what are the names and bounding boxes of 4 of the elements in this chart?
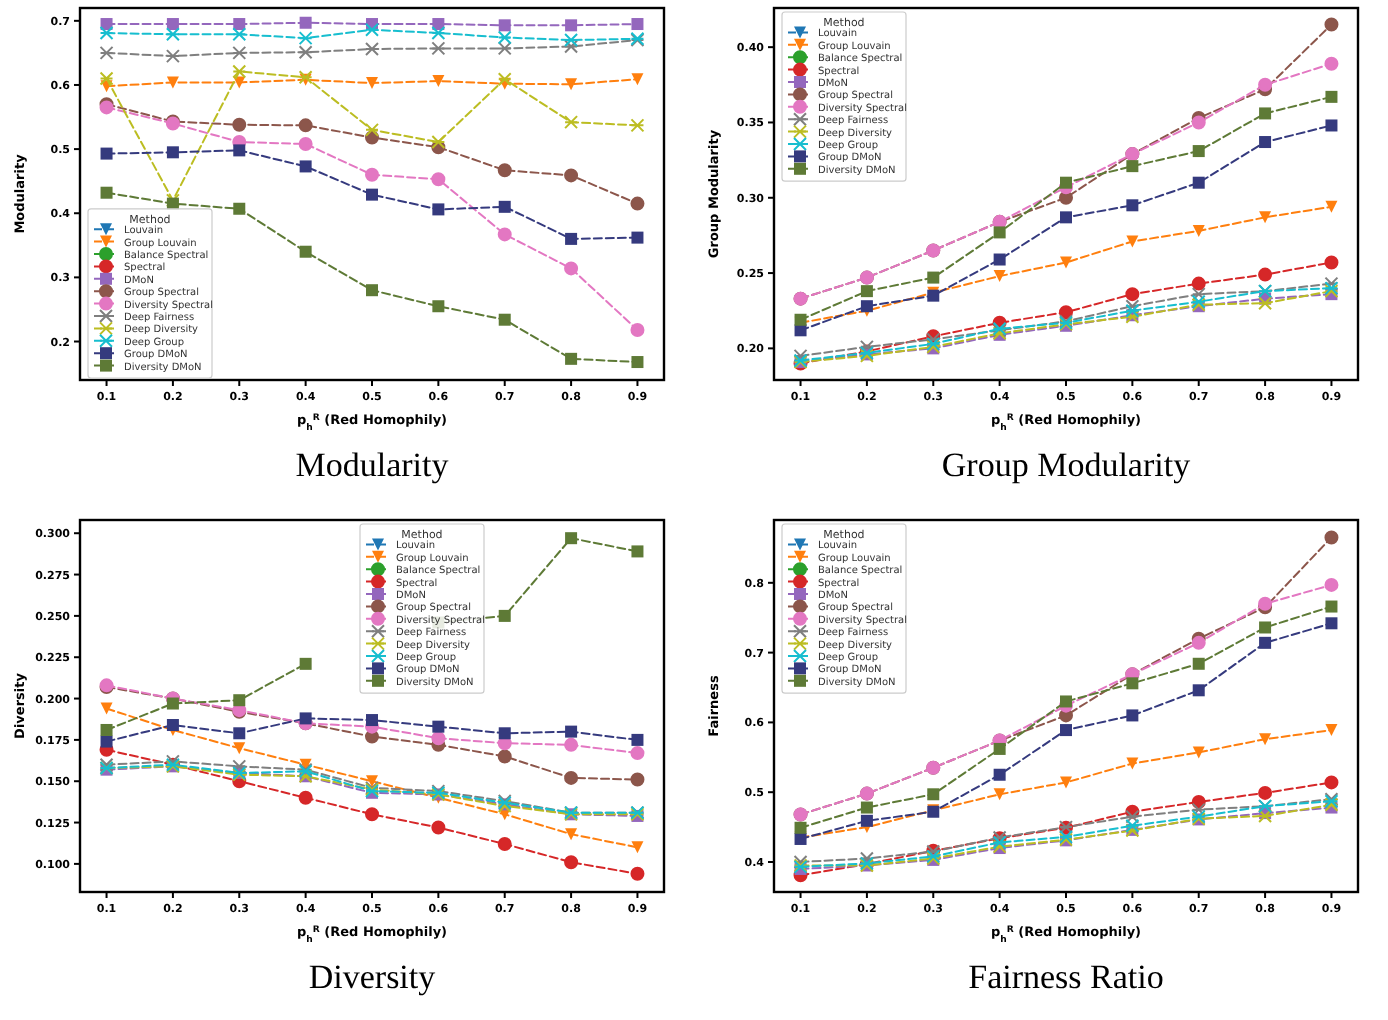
text: Diversity: [308, 958, 437, 996]
text: Fairness Ratio: [968, 958, 1164, 996]
text: Modularity: [295, 446, 450, 484]
text: Group Modularity: [941, 446, 1192, 484]
